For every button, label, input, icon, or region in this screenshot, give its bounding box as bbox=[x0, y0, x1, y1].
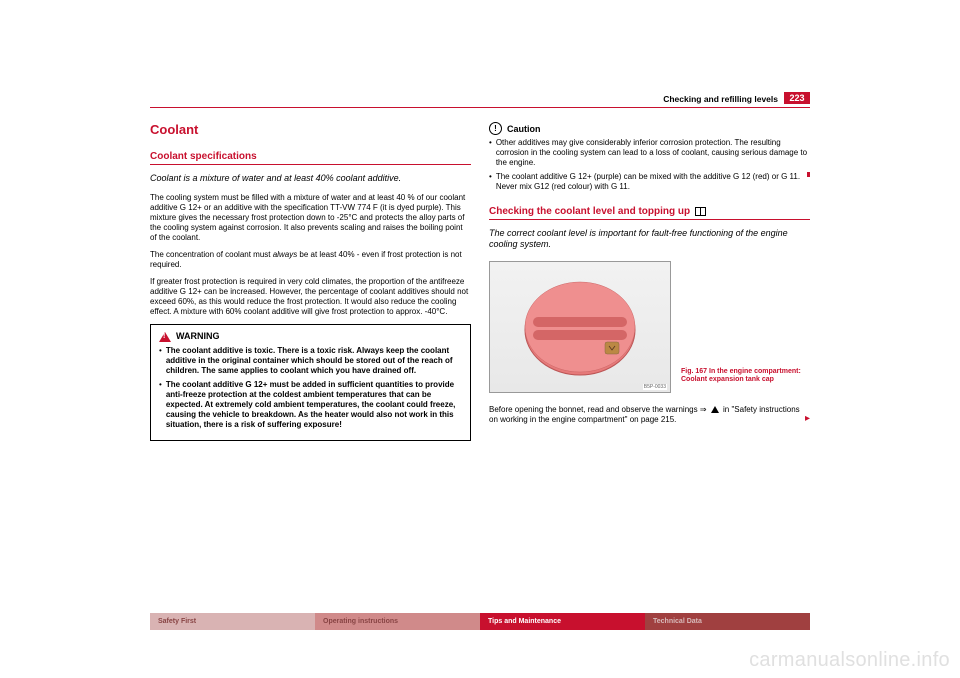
subsection-heading: Checking the coolant level and topping u… bbox=[489, 206, 810, 220]
text-columns: Coolant Coolant specifications Coolant i… bbox=[150, 122, 810, 441]
arrow-icon: ⇒ bbox=[700, 405, 707, 415]
book-icon bbox=[695, 207, 706, 216]
body-paragraph: If greater frost protection is required … bbox=[150, 277, 471, 317]
text-fragment: Before opening the bonnet, read and obse… bbox=[489, 405, 700, 414]
body-paragraph: The concentration of coolant must always… bbox=[150, 250, 471, 270]
lead-text: Coolant is a mixture of water and at lea… bbox=[150, 173, 471, 184]
footer-tab-technical: Technical Data bbox=[645, 613, 810, 630]
caution-icon: ! bbox=[489, 122, 502, 135]
figure-caption: Fig. 167 In the engine compartment: Cool… bbox=[681, 368, 801, 393]
footer-tab-operating: Operating instructions bbox=[315, 613, 480, 630]
running-head: Checking and refilling levels 223 bbox=[150, 90, 810, 104]
left-column: Coolant Coolant specifications Coolant i… bbox=[150, 122, 471, 441]
footer-nav: Safety First Operating instructions Tips… bbox=[150, 613, 810, 630]
warning-item: The coolant additive is toxic. There is … bbox=[159, 346, 462, 376]
figure-row: B5P-0033 Fig. 167 In the engine compartm… bbox=[489, 261, 810, 393]
footer-tab-tips: Tips and Maintenance bbox=[480, 613, 645, 630]
warning-box: WARNING The coolant additive is toxic. T… bbox=[150, 324, 471, 440]
chapter-title: Checking and refilling levels bbox=[663, 94, 778, 104]
caution-heading: ! Caution bbox=[489, 122, 810, 135]
header-rule bbox=[150, 107, 810, 108]
page-content: Checking and refilling levels 223 Coolan… bbox=[150, 90, 810, 600]
caution-text: Other additives may give considerably in… bbox=[496, 138, 810, 168]
warning-text: The coolant additive is toxic. There is … bbox=[166, 346, 462, 376]
warning-triangle-icon bbox=[159, 332, 171, 342]
body-paragraph: The cooling system must be filled with a… bbox=[150, 193, 471, 243]
figure-code: B5P-0033 bbox=[643, 384, 667, 390]
lead-text: The correct coolant level is important f… bbox=[489, 228, 810, 251]
warning-heading: WARNING bbox=[159, 331, 462, 342]
continue-arrow-icon: ▸ bbox=[805, 413, 810, 426]
warning-triangle-icon bbox=[711, 406, 719, 413]
caution-item: Other additives may give considerably in… bbox=[489, 138, 810, 168]
warning-text: The coolant additive G 12+ must be added… bbox=[166, 380, 462, 430]
warning-label: WARNING bbox=[176, 331, 220, 342]
watermark: carmanualsonline.info bbox=[749, 649, 950, 672]
heading-text: Checking the coolant level and topping u… bbox=[489, 206, 690, 217]
caution-item: The coolant additive G 12+ (purple) can … bbox=[489, 172, 810, 192]
italic-text: always bbox=[273, 250, 297, 259]
end-mark-icon bbox=[807, 172, 810, 177]
warning-item: The coolant additive G 12+ must be added… bbox=[159, 380, 462, 430]
text-fragment: The concentration of coolant must bbox=[150, 250, 273, 259]
page-number: 223 bbox=[784, 92, 810, 104]
coolant-cap-illustration bbox=[505, 272, 655, 382]
body-paragraph: Before opening the bonnet, read and obse… bbox=[489, 405, 810, 425]
figure-image: B5P-0033 bbox=[489, 261, 671, 393]
footer-tab-safety: Safety First bbox=[150, 613, 315, 630]
caution-text: The coolant additive G 12+ (purple) can … bbox=[496, 172, 804, 192]
right-column: ! Caution Other additives may give consi… bbox=[489, 122, 810, 441]
section-heading: Coolant bbox=[150, 122, 471, 137]
caution-label: Caution bbox=[507, 124, 541, 134]
subsection-heading: Coolant specifications bbox=[150, 151, 471, 165]
